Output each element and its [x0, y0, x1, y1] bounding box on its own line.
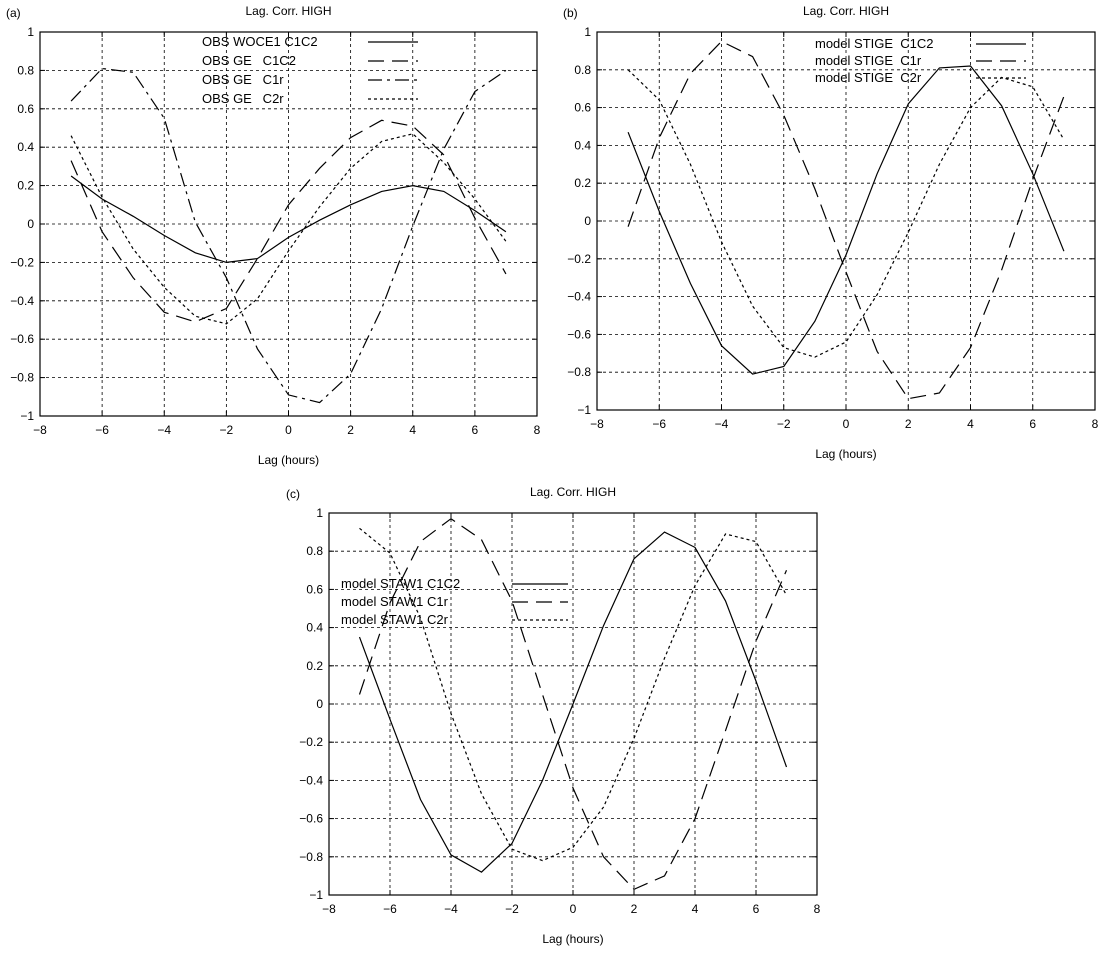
x-tick-label: −6: [95, 423, 109, 437]
y-tick-label: 0.6: [17, 102, 34, 116]
y-tick-label: 0.6: [574, 101, 591, 115]
chart-panel-1: −8 −6 −4 −2 0 2 4 6 8 −1 −0.8 −0.6 −0.4 −0.2 0 0.2 0.4 0.…: [6, 4, 541, 467]
y-tick-label: −1: [309, 888, 323, 902]
x-tick-label: 6: [1029, 417, 1036, 431]
series-line-2: [627, 40, 1065, 400]
series-line-1: [70, 175, 507, 264]
series-line-2: [358, 517, 788, 891]
series-line-4: [70, 133, 507, 325]
series-line-1: [358, 531, 788, 873]
legend-label: model STAW1 C1C2: [341, 576, 460, 591]
chart-title: Lag. Corr. HIGH: [803, 4, 889, 18]
x-tick-label: 0: [285, 423, 292, 437]
x-tick-label: −6: [383, 902, 397, 916]
x-tick-label: 2: [347, 423, 354, 437]
y-tick-label: −1: [577, 403, 591, 417]
x-tick-label: 6: [472, 423, 479, 437]
y-tick-label: −0.6: [10, 332, 34, 346]
x-tick-label: −2: [220, 423, 234, 437]
y-tick-label: −0.4: [299, 773, 323, 787]
legend-label: OBS GE C1r: [202, 72, 284, 87]
y-tick-label: 0.8: [17, 63, 34, 77]
x-tick-label: 0: [570, 902, 577, 916]
x-tick-label: 4: [692, 902, 699, 916]
legend-label: model STIGE C2r: [815, 70, 922, 85]
y-tick-label: 0.8: [306, 544, 323, 558]
x-tick-label: −2: [505, 902, 519, 916]
panel-label: (a): [6, 6, 21, 20]
y-tick-label: −0.2: [299, 735, 323, 749]
series-line-3: [359, 527, 788, 862]
y-tick-label: −0.4: [567, 290, 591, 304]
x-tick-label: −4: [444, 902, 458, 916]
x-tick-label: 8: [814, 902, 821, 916]
x-tick-label: 8: [534, 423, 541, 437]
x-tick-label: 6: [753, 902, 760, 916]
y-tick-label: −0.4: [10, 294, 34, 308]
y-tick-label: 0.4: [306, 621, 323, 635]
x-axis-label: Lag (hours): [815, 447, 876, 461]
y-tick-label: −0.8: [10, 371, 34, 385]
y-tick-label: 1: [27, 25, 34, 39]
legend-label: OBS GE C2r: [202, 91, 284, 106]
x-tick-label: 8: [1092, 417, 1099, 431]
x-tick-label: −6: [652, 417, 666, 431]
y-tick-label: −0.8: [299, 850, 323, 864]
x-tick-label: 4: [967, 417, 974, 431]
legend-label: OBS WOCE1 C1C2: [202, 34, 318, 49]
x-tick-label: −4: [715, 417, 729, 431]
panel-label: (c): [286, 487, 300, 501]
y-tick-label: 0: [27, 217, 34, 231]
chart-panel-2: −8 −6 −4 −2 0 2 4 6 8 −1 −0.8 −0.6 −0.4 −0.2 0 0.2 0.4 0.…: [563, 4, 1099, 461]
x-axis-label: Lag (hours): [258, 453, 319, 467]
x-axis-label: Lag (hours): [542, 932, 603, 946]
legend-label: model STIGE C1r: [815, 53, 922, 68]
chart-title: Lag. Corr. HIGH: [530, 485, 616, 499]
x-tick-label: −8: [590, 417, 604, 431]
y-tick-label: 0: [584, 214, 591, 228]
chart-panel-3: −8 −6 −4 −2 0 2 4 6 8 −1 −0.8 −0.6 −0.4 −0.2 0 0.2 0.4 0.…: [286, 485, 821, 946]
y-tick-label: 0: [316, 697, 323, 711]
y-tick-label: −0.6: [299, 812, 323, 826]
y-tick-label: 0.2: [306, 659, 323, 673]
legend-label: model STAW1 C2r: [341, 612, 449, 627]
y-tick-label: 0.4: [574, 138, 591, 152]
y-tick-label: 0.4: [17, 140, 34, 154]
series-line-1: [627, 65, 1065, 375]
x-tick-label: 4: [409, 423, 416, 437]
y-tick-label: 0.6: [306, 582, 323, 596]
y-tick-label: 1: [584, 25, 591, 39]
series-line-2: [70, 119, 507, 323]
x-tick-label: −8: [322, 902, 336, 916]
legend-label: model STAW1 C1r: [341, 594, 449, 609]
y-tick-label: 1: [316, 506, 323, 520]
y-tick-label: 0.2: [574, 176, 591, 190]
y-tick-label: 0.8: [574, 63, 591, 77]
legend-label: model STIGE C1C2: [815, 36, 934, 51]
x-tick-label: −4: [157, 423, 171, 437]
panel-label: (b): [563, 6, 578, 20]
y-tick-label: −0.2: [567, 252, 591, 266]
x-tick-label: 2: [905, 417, 912, 431]
series-line-3: [70, 67, 507, 404]
legend-label: OBS GE C1C2: [202, 53, 296, 68]
x-tick-label: 0: [843, 417, 850, 431]
y-tick-label: −0.8: [567, 365, 591, 379]
y-tick-label: −0.6: [567, 327, 591, 341]
x-tick-label: −2: [777, 417, 791, 431]
y-tick-label: 0.2: [17, 179, 34, 193]
y-tick-label: −1: [20, 409, 34, 423]
x-tick-label: −8: [33, 423, 47, 437]
chart-title: Lag. Corr. HIGH: [245, 4, 331, 18]
x-tick-label: 2: [631, 902, 638, 916]
y-tick-label: −0.2: [10, 255, 34, 269]
